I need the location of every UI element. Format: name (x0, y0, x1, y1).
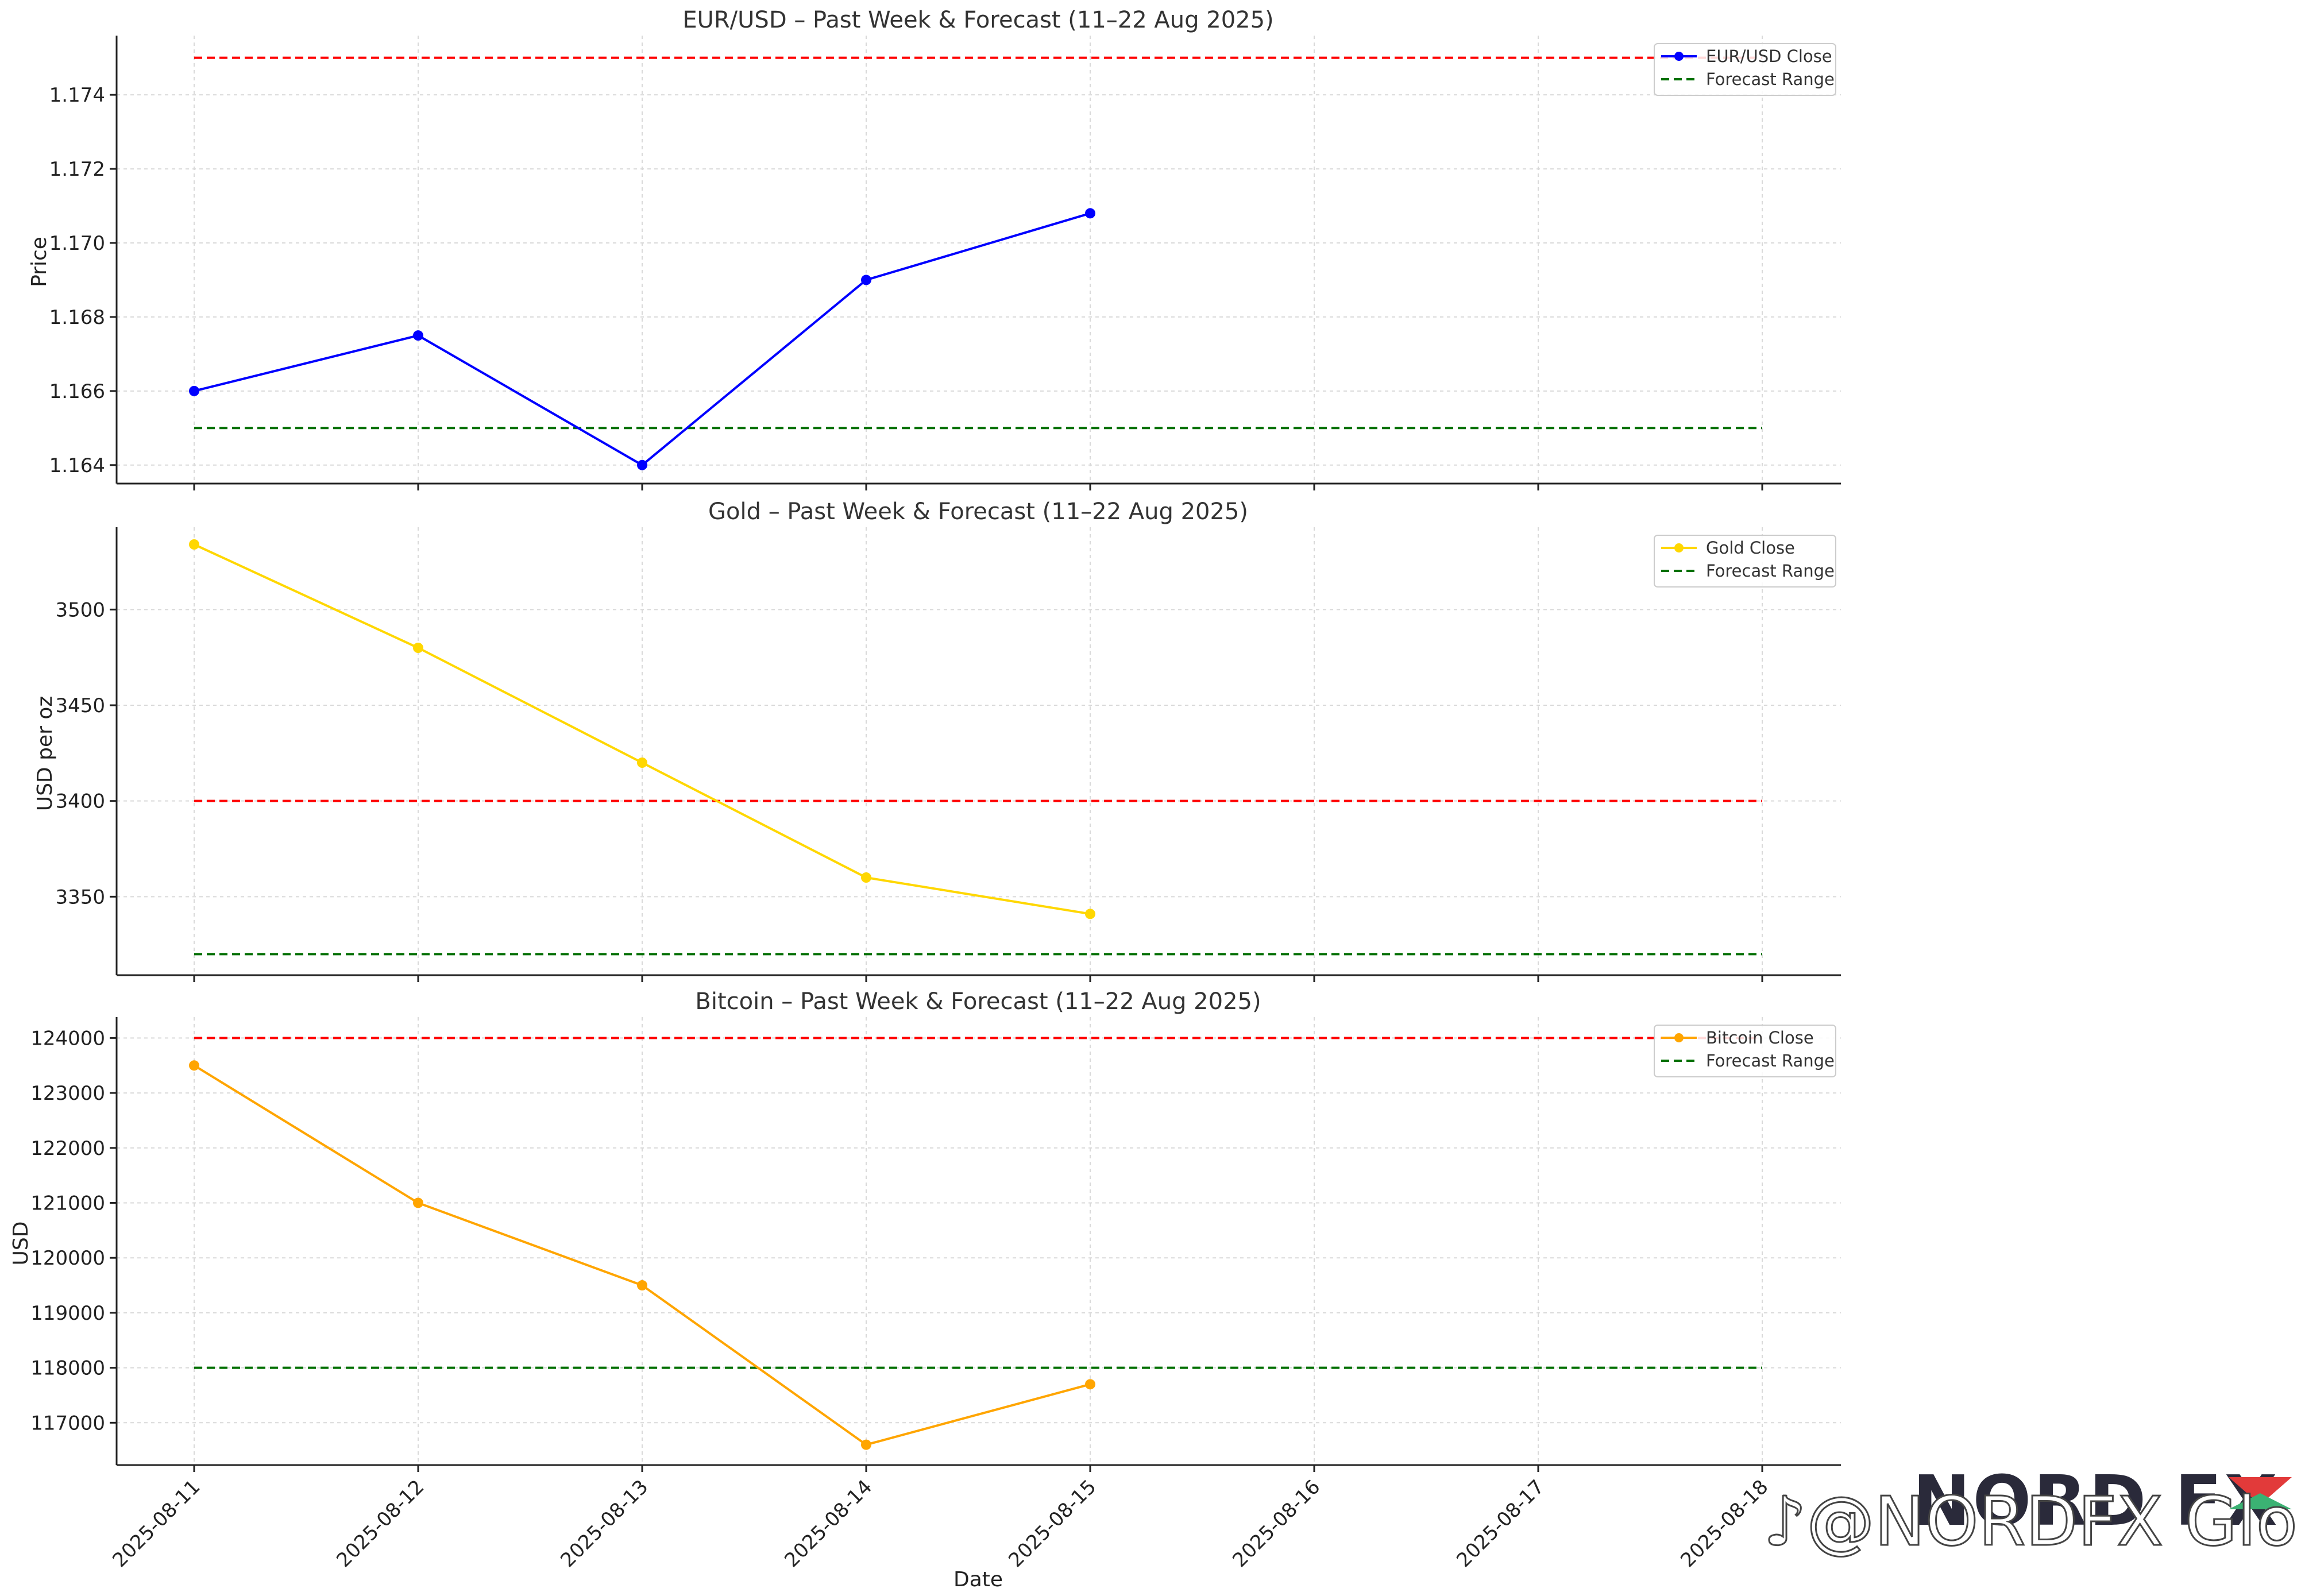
y-tick-label: 1.172 (49, 158, 105, 181)
x-tick-label: 2025-08-11 (108, 1475, 204, 1572)
legend: EUR/USD Close Forecast Range (1654, 43, 1836, 96)
y-axis-label-eurusd: Price (28, 237, 51, 287)
logo-mark-green-icon (2229, 1493, 2292, 1509)
data-point (637, 1280, 647, 1291)
y-tick-label: 3450 (55, 694, 105, 717)
tiktok-icon: ♪ (1763, 1482, 1806, 1561)
x-tick-label: 2025-08-14 (780, 1475, 877, 1572)
panel-eurusd: EUR/USD – Past Week & Forecast (11–22 Au… (28, 7, 1841, 490)
watermark-handle: ♪@NORDFX Global (1763, 1482, 2301, 1561)
y-tick-label: 121000 (30, 1192, 105, 1215)
logo-mark-red-icon (2229, 1477, 2292, 1505)
y-tick-label: 119000 (30, 1302, 105, 1325)
x-tick-label: 2025-08-16 (1228, 1475, 1325, 1572)
data-point (861, 275, 871, 285)
data-point (413, 330, 423, 341)
data-point (189, 1060, 199, 1071)
y-tick-label: 3400 (55, 790, 105, 813)
watermark-handle-text: @NORDFX Global (1806, 1482, 2301, 1561)
legend: Bitcoin Close Forecast Range (1654, 1025, 1836, 1077)
legend: Gold Close Forecast Range (1654, 535, 1836, 588)
legend-marker (1674, 543, 1684, 552)
legend-box (1654, 43, 1836, 96)
y-tick-label: 3350 (55, 886, 105, 909)
data-point (1085, 1379, 1095, 1390)
legend-marker (1674, 52, 1684, 61)
y-tick-label: 3500 (55, 598, 105, 621)
y-tick-label: 1.166 (49, 380, 105, 403)
chart-title-eurusd: EUR/USD – Past Week & Forecast (11–22 Au… (682, 7, 1273, 33)
y-tick-label: 1.168 (49, 306, 105, 329)
data-point (637, 459, 647, 470)
legend-label-series: Bitcoin Close (1706, 1028, 1814, 1048)
data-point (861, 872, 871, 883)
legend-box (1654, 1025, 1836, 1077)
x-tick-label: 2025-08-15 (1004, 1475, 1101, 1572)
y-tick-label: 124000 (30, 1027, 105, 1050)
legend-label-forecast: Forecast Range (1706, 69, 1835, 89)
data-point (413, 1197, 423, 1208)
watermark: NORD FX ♪@NORDFX Global (1763, 1462, 2301, 1562)
data-point (861, 1439, 871, 1450)
y-tick-label: 123000 (30, 1082, 105, 1105)
data-point (413, 643, 423, 653)
y-tick-label: 118000 (30, 1357, 105, 1380)
y-tick-label: 120000 (30, 1247, 105, 1270)
chart-title-bitcoin: Bitcoin – Past Week & Forecast (11–22 Au… (695, 988, 1261, 1015)
data-point (189, 539, 199, 550)
chart-title-gold: Gold – Past Week & Forecast (11–22 Aug 2… (708, 498, 1248, 525)
data-point (637, 758, 647, 768)
legend-label-series: Gold Close (1706, 538, 1795, 558)
legend-box (1654, 535, 1836, 588)
x-axis-label: Date (953, 1568, 1003, 1591)
y-tick-label: 1.170 (49, 232, 105, 255)
x-tick-label: 2025-08-17 (1452, 1475, 1549, 1572)
y-axis-label-gold: USD per oz (33, 696, 57, 811)
legend-label-series: EUR/USD Close (1706, 47, 1832, 66)
watermark-logo: NORD FX (1913, 1462, 2280, 1541)
y-tick-label: 117000 (30, 1412, 105, 1435)
legend-label-forecast: Forecast Range (1706, 1051, 1835, 1071)
legend-label-forecast: Forecast Range (1706, 561, 1835, 581)
x-tick-label: 2025-08-13 (556, 1475, 653, 1572)
panel-bitcoin: Bitcoin – Past Week & Forecast (11–22 Au… (9, 988, 1841, 1591)
y-tick-label: 122000 (30, 1137, 105, 1160)
y-tick-label: 1.164 (49, 454, 105, 477)
data-point (1085, 909, 1095, 919)
y-tick-label: 1.174 (49, 84, 105, 107)
legend-marker (1674, 1033, 1684, 1042)
data-point (189, 385, 199, 396)
y-axis-label-bitcoin: USD (9, 1222, 33, 1266)
panel-gold: Gold – Past Week & Forecast (11–22 Aug 2… (33, 498, 1841, 982)
data-point (1085, 208, 1095, 219)
x-tick-label: 2025-08-12 (332, 1475, 428, 1572)
x-tick-label: 2025-08-18 (1676, 1475, 1773, 1572)
